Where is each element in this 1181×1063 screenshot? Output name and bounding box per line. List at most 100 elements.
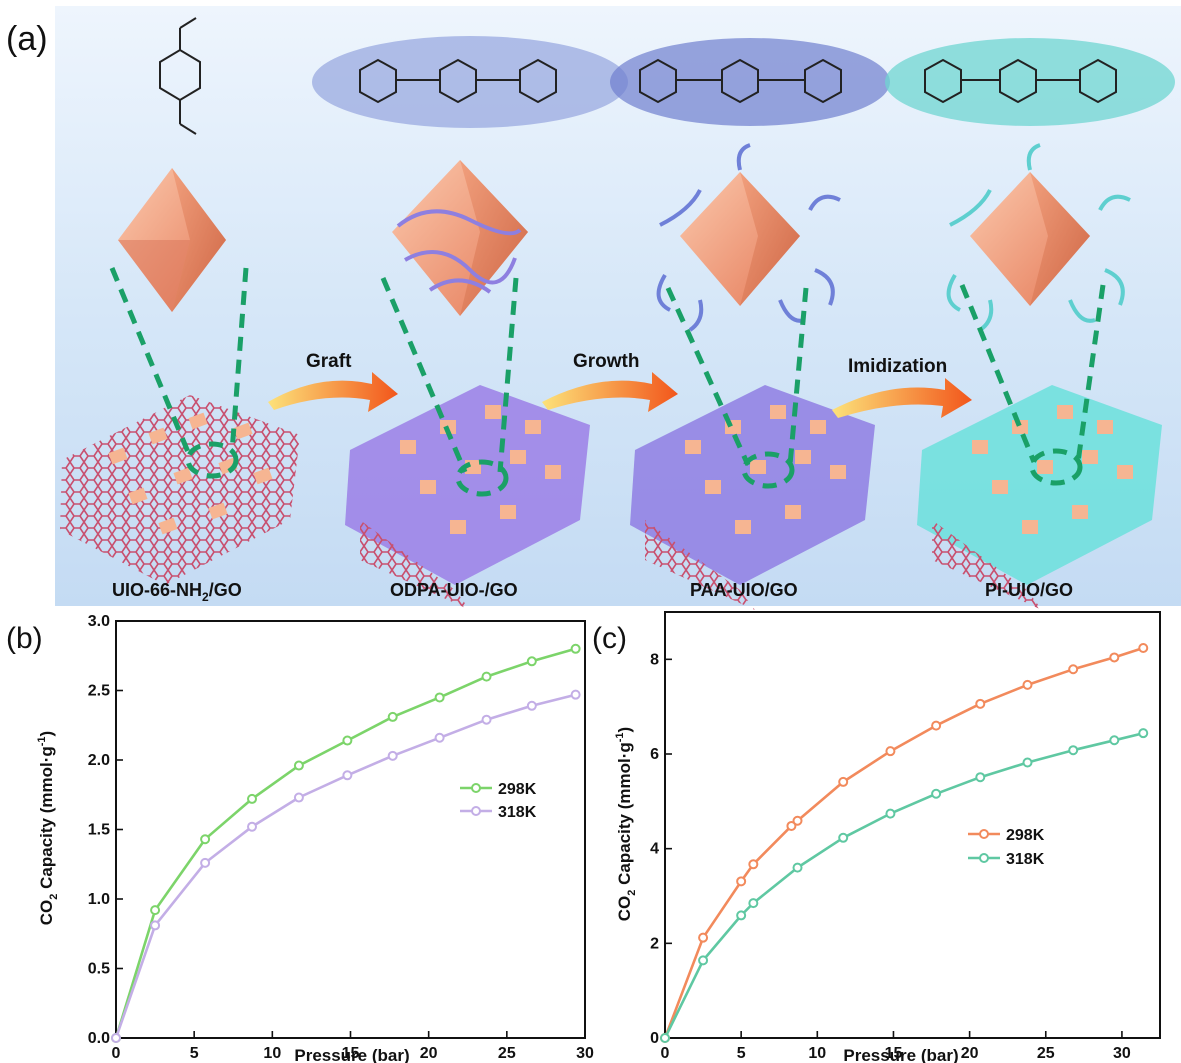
data-point-c-298K bbox=[1022, 679, 1033, 690]
data-point-c-318K bbox=[736, 910, 747, 921]
data-point-c-318K bbox=[792, 862, 803, 873]
y-tick-label-c: 6 bbox=[650, 746, 659, 763]
x-tick-label-c: 30 bbox=[1113, 1045, 1131, 1062]
x-tick-label-b: 20 bbox=[420, 1045, 438, 1062]
stage-label-uio: UIO-66-NH2/GO bbox=[112, 580, 242, 604]
odpa-structure-oval bbox=[312, 36, 628, 128]
data-point-c-318K bbox=[838, 832, 849, 843]
data-point-c-298K bbox=[786, 820, 797, 831]
data-point-b-298K bbox=[150, 905, 161, 916]
data-point-b-318K bbox=[111, 1033, 121, 1043]
plot-frame-c bbox=[664, 611, 1161, 1039]
chart-panel-c: (c) 0 2 4 6 8 0 5 10 15 20 25 30 Pressure (bar) CO… bbox=[592, 611, 1161, 1063]
x-axis-title-b: Pressure (bar) bbox=[294, 1046, 409, 1063]
legend-c: 298K 318K bbox=[968, 827, 1045, 868]
y-tick-label-b: 0.0 bbox=[88, 1030, 110, 1047]
y-tick-label-b: 2.0 bbox=[88, 752, 110, 769]
data-point-b-298K bbox=[434, 692, 445, 703]
data-point-b-298K bbox=[481, 671, 492, 682]
data-point-c-298K bbox=[1138, 642, 1149, 653]
y-tick-label-b: 1.5 bbox=[88, 822, 110, 839]
y-axis-title-b: CO2 Capacity (mmol·g-1) bbox=[36, 731, 60, 925]
x-tick-label-c: 25 bbox=[1037, 1045, 1055, 1062]
data-point-b-318K bbox=[387, 750, 398, 761]
data-point-b-318K bbox=[150, 920, 161, 931]
x-axis-c: 0 5 10 15 20 25 30 bbox=[661, 1031, 1131, 1062]
y-tick-label-b: 3.0 bbox=[88, 613, 110, 630]
data-point-c-318K bbox=[1022, 757, 1033, 768]
data-point-c-298K bbox=[885, 746, 896, 757]
pi-structure-oval bbox=[885, 38, 1175, 126]
panel-b-label: (b) bbox=[6, 622, 43, 655]
paa-crystal bbox=[656, 143, 841, 332]
legend-b: 298K 318K bbox=[460, 781, 537, 821]
data-point-c-298K bbox=[1109, 652, 1120, 663]
arrow-imidization-label: Imidization bbox=[848, 356, 947, 377]
arrow-growth: Growth bbox=[542, 351, 678, 412]
data-point-c-318K bbox=[1109, 735, 1120, 746]
y-tick-label-c: 2 bbox=[650, 935, 659, 952]
data-point-c-318K bbox=[885, 808, 896, 819]
legend-label-b-298: 298K bbox=[498, 781, 537, 798]
data-point-b-298K bbox=[200, 834, 211, 845]
data-point-b-298K bbox=[526, 656, 537, 667]
data-point-b-298K bbox=[342, 735, 353, 746]
data-point-c-298K bbox=[736, 876, 747, 887]
pi-go-sheet bbox=[917, 385, 1162, 610]
panel-a: (a) bbox=[6, 6, 1181, 610]
data-point-c-318K bbox=[1138, 728, 1149, 739]
stage-label-odpa: ODPA-UIO-/GO bbox=[390, 580, 518, 600]
legend-label-b-318: 318K bbox=[498, 804, 537, 821]
series-group-c bbox=[660, 642, 1149, 1043]
data-point-c-318K bbox=[1068, 745, 1079, 756]
x-tick-label-b: 5 bbox=[190, 1045, 199, 1062]
arrow-imidization: Imidization bbox=[832, 356, 972, 418]
x-tick-label-b: 25 bbox=[498, 1045, 516, 1062]
data-point-c-298K bbox=[931, 720, 942, 731]
stage-label-pi: PI-UIO/GO bbox=[985, 580, 1073, 600]
data-point-b-318K bbox=[526, 700, 537, 711]
data-point-b-318K bbox=[481, 714, 492, 725]
data-point-c-298K bbox=[792, 815, 803, 826]
uio-go-sheet bbox=[60, 395, 300, 585]
x-axis-title-c: Pressure (bar) bbox=[843, 1046, 958, 1063]
data-point-c-298K bbox=[1068, 664, 1079, 675]
data-point-c-298K bbox=[698, 932, 709, 943]
pi-structure bbox=[924, 58, 1117, 104]
legend-label-c-318: 318K bbox=[1006, 851, 1045, 868]
stage-label-paa: PAA-UIO/GO bbox=[690, 580, 798, 600]
data-point-b-318K bbox=[434, 732, 445, 743]
data-point-b-318K bbox=[293, 792, 304, 803]
x-tick-label-c: 20 bbox=[961, 1045, 979, 1062]
data-point-c-318K bbox=[975, 772, 986, 783]
y-tick-label-c: 0 bbox=[650, 1030, 659, 1047]
x-tick-label-b: 0 bbox=[112, 1045, 121, 1062]
data-point-c-318K bbox=[698, 955, 709, 966]
data-point-c-298K bbox=[838, 776, 849, 787]
x-tick-label-b: 30 bbox=[576, 1045, 594, 1062]
uio-crystal bbox=[118, 168, 226, 312]
plot-frame-b bbox=[115, 620, 586, 1039]
pi-crystal bbox=[946, 143, 1131, 332]
paa-structure-oval bbox=[610, 38, 890, 126]
y-axis-b: 0.0 0.5 1.0 1.5 2.0 2.5 3.0 bbox=[88, 613, 123, 1047]
data-point-b-318K bbox=[200, 857, 211, 868]
x-tick-label-c: 15 bbox=[885, 1045, 903, 1062]
x-tick-label-b: 10 bbox=[263, 1045, 281, 1062]
x-tick-label-c: 5 bbox=[737, 1045, 746, 1062]
data-point-c-318K bbox=[660, 1033, 670, 1043]
data-point-b-298K bbox=[247, 793, 258, 804]
x-tick-label-c: 0 bbox=[661, 1045, 670, 1062]
y-tick-label-b: 2.5 bbox=[88, 683, 110, 700]
data-point-c-298K bbox=[975, 698, 986, 709]
odpa-crystal bbox=[392, 160, 528, 316]
data-point-b-318K bbox=[342, 770, 353, 781]
data-point-c-318K bbox=[748, 898, 759, 909]
panel-a-label: (a) bbox=[6, 20, 48, 58]
arrow-graft: Graft bbox=[268, 351, 398, 412]
y-axis-title-c: CO2 Capacity (mmol·g-1) bbox=[614, 727, 638, 921]
x-axis-b: 0 5 10 15 20 25 30 bbox=[112, 1031, 594, 1062]
x-tick-label-c: 10 bbox=[808, 1045, 826, 1062]
chart-panel-b: (b) 0.0 0.5 1.0 1.5 2.0 2.5 3.0 0 5 10 15 20 25 30 P… bbox=[6, 613, 594, 1063]
